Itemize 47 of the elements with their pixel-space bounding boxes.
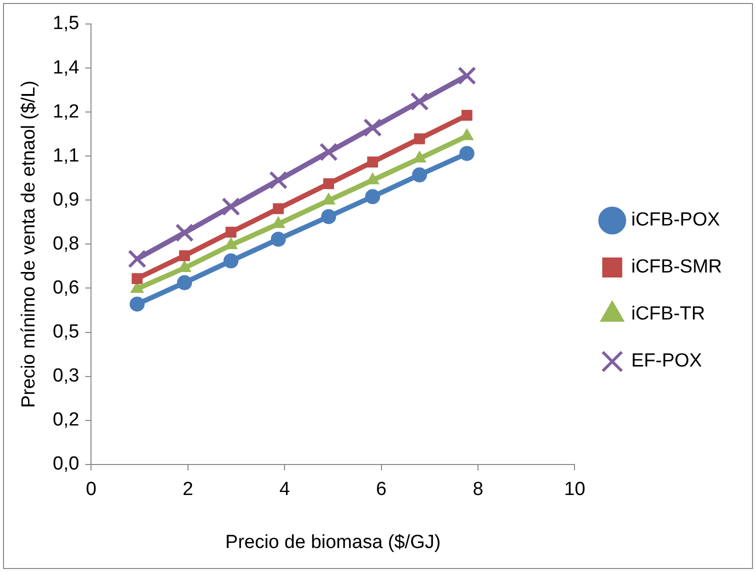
y-tick-label: 0,0	[52, 454, 80, 475]
point	[363, 118, 382, 137]
point	[458, 66, 476, 85]
x-tick-label: 4	[279, 479, 290, 500]
y-axis-title: Precio mínimo de venta de etnaol ($/L)	[18, 80, 40, 408]
x-tick-label: 6	[376, 479, 387, 500]
x-tick-label: 0	[86, 479, 96, 500]
point	[410, 92, 429, 111]
point	[222, 197, 240, 216]
y-tick-label: 1,4	[52, 57, 80, 78]
legend-label: iCFB-SMR	[631, 256, 722, 278]
point	[223, 253, 238, 268]
point	[461, 110, 472, 121]
x-axis-title: Precio de biomasa ($/GJ)	[225, 532, 441, 553]
point	[321, 209, 336, 224]
x-tick-label: 2	[182, 479, 194, 500]
point	[367, 156, 378, 168]
y-tick-label: 1,1	[52, 145, 80, 166]
y-tick-label: 0,2	[52, 410, 80, 431]
point	[459, 146, 474, 161]
point	[270, 232, 286, 247]
y-tick-label: 0,3	[52, 366, 80, 387]
legend-label: iCFB-TR	[631, 304, 706, 325]
y-tick-label: 1,2	[52, 101, 80, 122]
legend-label: EF-POX	[631, 350, 702, 372]
y-tick-label: 0,5	[52, 322, 80, 343]
y-tick-label: 1,5	[52, 13, 80, 34]
x-tick-label: 8	[472, 479, 484, 500]
y-tick-label: 0,6	[52, 277, 80, 298]
point	[132, 273, 143, 284]
y-tick-label: 0,8	[52, 233, 80, 254]
point	[365, 189, 380, 204]
point	[177, 275, 192, 290]
point	[128, 250, 146, 268]
y-tick-label: 0,9	[52, 189, 80, 210]
legend-label: iCFB-POX	[631, 210, 720, 231]
point	[319, 142, 338, 162]
point	[272, 203, 284, 214]
x-tick-label: 10	[564, 479, 586, 500]
point	[226, 226, 236, 238]
point	[175, 223, 194, 242]
point	[323, 178, 334, 190]
point	[414, 133, 425, 144]
point	[179, 250, 190, 262]
point	[412, 167, 428, 182]
point	[269, 170, 288, 190]
point	[130, 296, 145, 312]
